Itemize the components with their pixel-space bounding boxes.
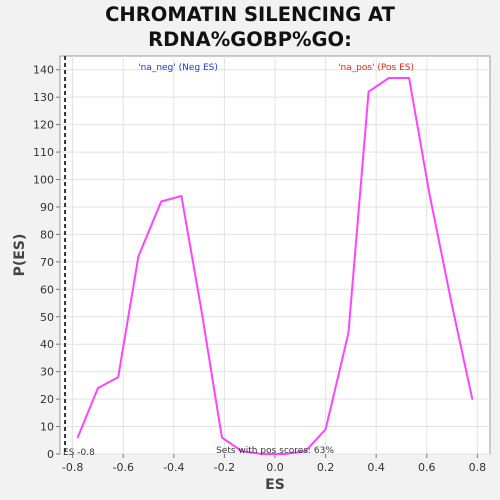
data-point bbox=[284, 453, 286, 455]
neg-es-label: 'na_neg' (Neg ES) bbox=[138, 63, 218, 73]
data-point bbox=[471, 398, 474, 400]
data-point bbox=[221, 436, 223, 439]
data-point bbox=[451, 304, 453, 307]
y-tick-label: 20 bbox=[40, 393, 54, 406]
pos-fraction-label: Sets with pos scores: 63% bbox=[216, 446, 334, 456]
data-point bbox=[97, 387, 99, 389]
y-tick-label: 70 bbox=[40, 256, 54, 269]
x-tick-label: -0.8 bbox=[62, 461, 83, 474]
y-tick-label: 120 bbox=[33, 119, 54, 132]
data-point bbox=[408, 77, 410, 79]
data-point bbox=[347, 332, 350, 335]
x-tick-label: 0.6 bbox=[418, 461, 436, 474]
data-point bbox=[388, 77, 390, 79]
y-tick-label: 100 bbox=[33, 174, 54, 187]
x-tick-label: 0.0 bbox=[266, 461, 284, 474]
data-point bbox=[117, 376, 119, 378]
x-tick-label: -0.2 bbox=[214, 461, 235, 474]
y-tick-label: 80 bbox=[40, 228, 54, 241]
y-tick-label: 10 bbox=[40, 421, 54, 434]
y-tick-label: 50 bbox=[40, 311, 54, 324]
x-tick-label: 0.2 bbox=[317, 461, 335, 474]
data-point bbox=[261, 453, 264, 455]
x-tick-label: 0.4 bbox=[367, 461, 385, 474]
y-tick-label: 40 bbox=[40, 338, 54, 351]
data-point bbox=[137, 255, 140, 258]
series-layer bbox=[76, 77, 474, 455]
y-tick-label: 30 bbox=[40, 366, 54, 379]
reference-line-label: ES -0.8 bbox=[63, 448, 95, 458]
x-axis-label: ES bbox=[265, 477, 285, 493]
y-tick-label: 130 bbox=[33, 91, 54, 104]
data-point bbox=[76, 436, 79, 439]
data-point bbox=[304, 450, 307, 453]
data-point bbox=[428, 192, 431, 195]
tick-layer: 0 10 20 30 40 50 60 70 80 90 100 110 120 130 140 -0.8 -0… bbox=[33, 64, 486, 474]
x-tick-label: -0.6 bbox=[113, 461, 134, 474]
data-point bbox=[241, 450, 243, 453]
data-point bbox=[367, 90, 370, 93]
y-tick-label: 0 bbox=[47, 448, 54, 461]
data-point bbox=[160, 200, 162, 203]
pos-es-label: 'na_pos' (Pos ES) bbox=[338, 63, 414, 73]
es-distribution-line bbox=[76, 77, 474, 455]
data-point bbox=[324, 428, 327, 431]
x-tick-label: -0.4 bbox=[163, 461, 184, 474]
data-point bbox=[200, 310, 203, 313]
annotation-layer: 'na_neg' (Neg ES) 'na_pos' (Pos ES) Sets… bbox=[63, 63, 414, 458]
x-tick-label: 0.8 bbox=[469, 461, 487, 474]
grid-layer bbox=[60, 56, 490, 455]
y-tick-label: 90 bbox=[40, 201, 54, 214]
y-tick-label: 60 bbox=[40, 283, 54, 296]
data-point bbox=[180, 195, 183, 197]
y-tick-label: 110 bbox=[33, 146, 54, 159]
y-tick-label: 140 bbox=[33, 64, 54, 77]
